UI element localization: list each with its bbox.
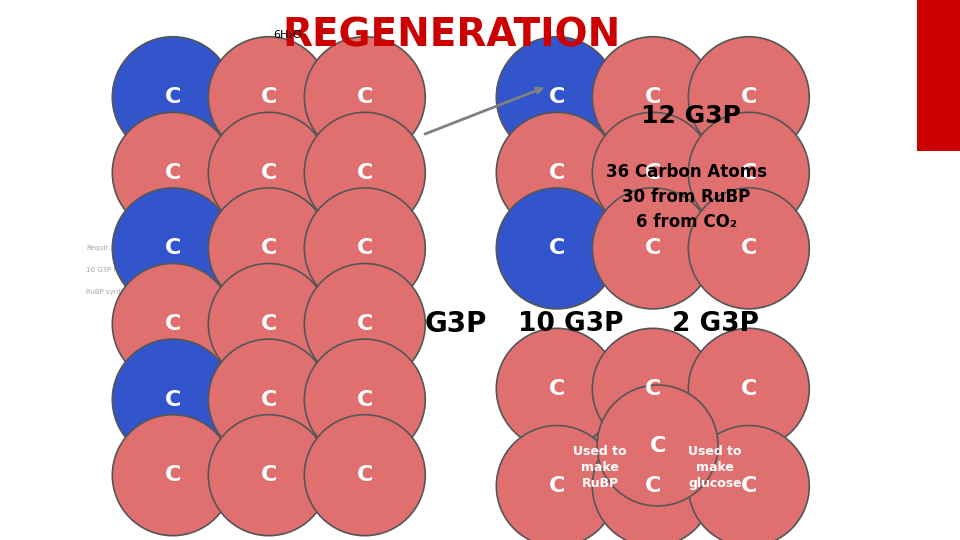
Text: C: C [548,238,565,259]
FancyArrow shape [538,418,662,524]
Ellipse shape [208,264,329,384]
Text: 12 G3P: 12 G3P [641,104,741,128]
Text: 36 Carbon Atoms
30 from RuBP
6 from CO₂: 36 Carbon Atoms 30 from RuBP 6 from CO₂ [606,163,767,231]
Text: C: C [548,87,565,107]
Text: C: C [356,465,373,485]
Ellipse shape [688,112,809,233]
Text: C: C [164,389,181,410]
Text: C: C [356,87,373,107]
Ellipse shape [112,37,233,158]
Text: C: C [740,87,757,107]
FancyArrow shape [653,418,778,524]
Bar [917,0,960,151]
Text: Requir...: Requir... [86,245,115,252]
Ellipse shape [304,37,425,158]
Text: C: C [740,163,757,183]
Text: C: C [644,163,661,183]
Ellipse shape [304,112,425,233]
Ellipse shape [208,415,329,536]
Ellipse shape [304,415,425,536]
Text: C: C [356,163,373,183]
Ellipse shape [304,188,425,309]
Text: RuBP synth...: RuBP synth... [86,288,132,295]
Text: C: C [260,87,277,107]
Text: C: C [740,379,757,399]
Ellipse shape [304,264,425,384]
Text: C: C [548,379,565,399]
Ellipse shape [496,112,617,233]
Text: Used to
make
glucose: Used to make glucose [688,444,742,490]
Ellipse shape [112,264,233,384]
Text: C: C [164,465,181,485]
Ellipse shape [496,37,617,158]
Text: C: C [164,163,181,183]
Text: C: C [164,87,181,107]
Text: C: C [260,389,277,410]
Ellipse shape [208,339,329,460]
Text: C: C [548,476,565,496]
Ellipse shape [496,426,617,540]
Text: 2 G3P: 2 G3P [672,311,758,337]
Text: C: C [740,238,757,259]
Ellipse shape [592,37,713,158]
Ellipse shape [304,339,425,460]
Ellipse shape [592,112,713,233]
Ellipse shape [688,328,809,449]
Text: C: C [164,314,181,334]
Text: 10 G3P: 10 G3P [518,311,624,337]
Text: C: C [356,314,373,334]
Ellipse shape [597,385,718,506]
Text: C: C [356,389,373,410]
Text: 10 G3P fo...: 10 G3P fo... [86,267,128,273]
Ellipse shape [208,37,329,158]
Text: C: C [644,379,661,399]
Text: C: C [260,238,277,259]
Text: C: C [164,238,181,259]
Ellipse shape [592,426,713,540]
Text: C: C [644,87,661,107]
Ellipse shape [688,37,809,158]
Ellipse shape [112,188,233,309]
Ellipse shape [496,188,617,309]
Text: C: C [644,476,661,496]
Text: C: C [740,476,757,496]
Text: REGENERATION: REGENERATION [282,16,620,54]
Ellipse shape [688,188,809,309]
Text: C: C [548,163,565,183]
Text: C: C [260,314,277,334]
Text: C: C [260,163,277,183]
Ellipse shape [688,426,809,540]
Ellipse shape [112,415,233,536]
Text: G3P: G3P [425,310,487,338]
Ellipse shape [496,328,617,449]
Ellipse shape [208,112,329,233]
Ellipse shape [592,328,713,449]
Text: C: C [356,238,373,259]
Ellipse shape [208,188,329,309]
Text: 6H₂O: 6H₂O [274,30,302,40]
Ellipse shape [112,112,233,233]
Text: C: C [644,238,661,259]
Text: C: C [260,465,277,485]
Text: Used to
make
RuBP: Used to make RuBP [573,444,627,490]
Ellipse shape [112,339,233,460]
Text: C: C [649,435,666,456]
Ellipse shape [592,188,713,309]
